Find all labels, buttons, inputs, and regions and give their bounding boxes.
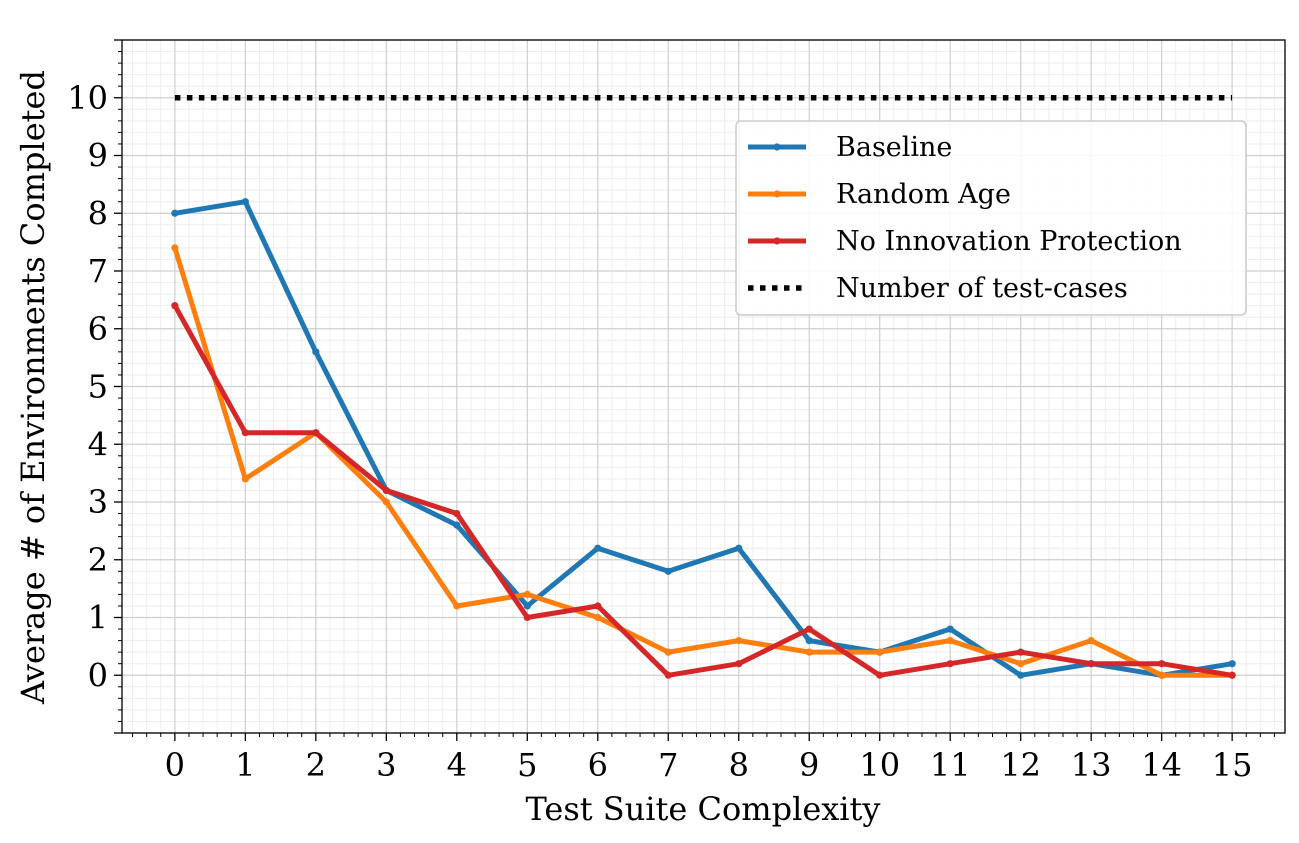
x-tick-label: 8 [729, 746, 749, 784]
legend-box [735, 120, 1247, 316]
data-point [382, 498, 390, 506]
legend-label: Number of test-cases [836, 273, 1128, 304]
data-point [312, 429, 320, 437]
data-point [594, 613, 602, 622]
data-point [1087, 637, 1095, 645]
data-point [523, 613, 531, 622]
data-point [664, 567, 672, 575]
data-point [453, 521, 461, 529]
series-line [172, 247, 1233, 678]
legend-item: No Innovation Protection [748, 226, 1182, 257]
y-tick-label: 7 [88, 252, 108, 290]
y-tick-label: 3 [88, 483, 108, 521]
data-point [241, 429, 249, 437]
legend-label: No Innovation Protection [836, 226, 1182, 257]
data-point [1228, 671, 1236, 679]
x-tick-label: 11 [930, 746, 971, 784]
legend-label: Random Age [836, 179, 1011, 210]
legend-marker [773, 190, 781, 198]
series-line [172, 304, 1233, 678]
data-point [805, 625, 813, 633]
data-point [171, 244, 179, 252]
y-tick-label: 2 [88, 541, 108, 579]
data-point [523, 590, 531, 599]
x-tick-label: 6 [588, 746, 608, 784]
data-point [241, 198, 249, 206]
legend-item: Random Age [748, 179, 1011, 210]
x-axis-label: Test Suite Complexity [526, 790, 881, 828]
x-tick-label: 12 [1000, 746, 1041, 784]
data-point [1228, 660, 1236, 668]
x-tick-label: 15 [1212, 746, 1253, 784]
y-tick-label: 9 [88, 137, 108, 175]
x-tick-label: 9 [799, 746, 819, 784]
data-point [1017, 671, 1025, 679]
data-point [735, 637, 743, 645]
data-point [1017, 660, 1025, 668]
data-point [1087, 660, 1095, 668]
y-tick-label: 4 [88, 425, 108, 463]
data-point [453, 602, 461, 610]
x-tick-label: 1 [235, 746, 255, 784]
data-point [171, 209, 179, 217]
x-tick-label: 7 [658, 746, 678, 784]
data-point [1017, 648, 1025, 656]
data-point [312, 348, 320, 356]
data-point [1158, 660, 1166, 668]
series-layer [171, 95, 1236, 679]
x-tick-label: 14 [1141, 746, 1182, 784]
data-point [946, 637, 954, 645]
x-tick-label: 5 [517, 746, 537, 784]
x-tick-labels: 0 1 2 3 4 5 6 7 8 9 10 11 12 13 14 15 [165, 746, 1253, 784]
legend-marker [773, 237, 781, 245]
y-tick-label: 0 [88, 656, 108, 694]
legend-item: Number of test-cases [748, 273, 1128, 304]
x-tick-label: 4 [447, 746, 467, 784]
legend-marker [773, 143, 781, 151]
x-tick-label: 3 [376, 746, 396, 784]
data-point [876, 671, 884, 679]
data-point [382, 486, 390, 495]
series-no-innovation-protection [171, 302, 1236, 679]
x-tick-label: 2 [306, 746, 326, 784]
data-point [876, 648, 884, 656]
y-tick-label: 10 [67, 79, 108, 117]
y-axis-label: Average # of Environments Completed [14, 70, 52, 705]
x-tick-label: 13 [1071, 746, 1112, 784]
data-point [453, 509, 461, 518]
data-point [664, 648, 672, 656]
y-tick-label: 1 [88, 599, 108, 637]
data-point [594, 544, 602, 552]
data-point [946, 660, 954, 668]
series-line [174, 199, 1233, 678]
data-point [594, 602, 602, 610]
data-point [946, 625, 954, 633]
data-point [735, 660, 743, 668]
y-tick-labels: 0 1 2 3 4 5 6 7 8 9 10 [67, 79, 108, 695]
data-point [805, 648, 813, 656]
y-tick-label: 5 [88, 368, 108, 406]
data-point [1158, 671, 1166, 679]
data-point [523, 602, 531, 610]
data-point [805, 637, 813, 645]
legend: Baseline Random Age No Innovation Protecti… [735, 120, 1247, 316]
x-tick-label: 0 [165, 746, 185, 784]
axis-ticks [114, 39, 1275, 741]
data-point [241, 475, 249, 483]
y-tick-label: 8 [88, 194, 108, 232]
data-point [664, 671, 672, 679]
series-random-age [171, 244, 1236, 679]
legend-item: Baseline [748, 132, 952, 163]
data-point [735, 544, 743, 552]
legend-label: Baseline [836, 132, 952, 163]
x-tick-label: 10 [859, 746, 900, 784]
data-point [171, 302, 179, 310]
y-tick-label: 6 [88, 310, 108, 348]
